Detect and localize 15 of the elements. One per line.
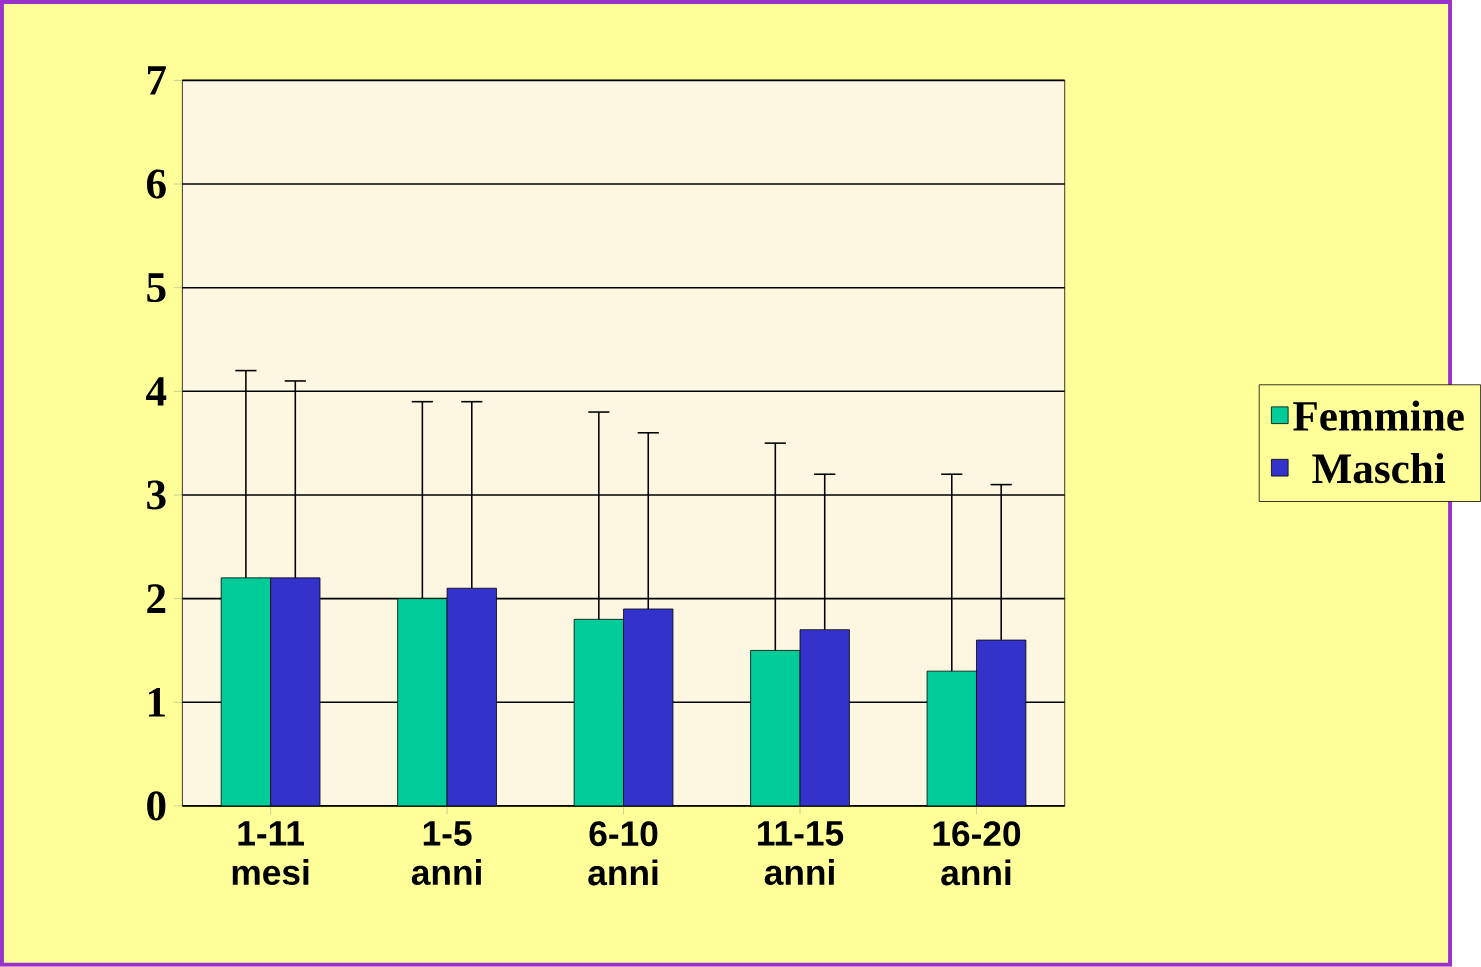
y-tick-label: 2: [147, 584, 166, 614]
x-tick-label: 11-15 anni: [758, 821, 844, 886]
y-tick-label: 4: [146, 377, 167, 406]
legend-label: Maschi: [1312, 453, 1446, 484]
x-tick-label: 6-10 anni: [588, 821, 658, 886]
x-tick-label: 1-11 mesi: [232, 821, 309, 886]
legend-label: Femmine: [1293, 400, 1464, 431]
y-tick-label: 1: [148, 688, 165, 717]
x-tick-label: 1-5 anni: [411, 821, 481, 886]
y-tick-label: 6: [146, 169, 166, 199]
y-tick-label: 7: [147, 66, 167, 95]
y-tick-label: 5: [147, 273, 166, 303]
x-tick-label: 16-20 anni: [933, 821, 1021, 886]
y-tick-label: 0: [147, 791, 166, 821]
y-tick-label: 3: [147, 480, 166, 510]
